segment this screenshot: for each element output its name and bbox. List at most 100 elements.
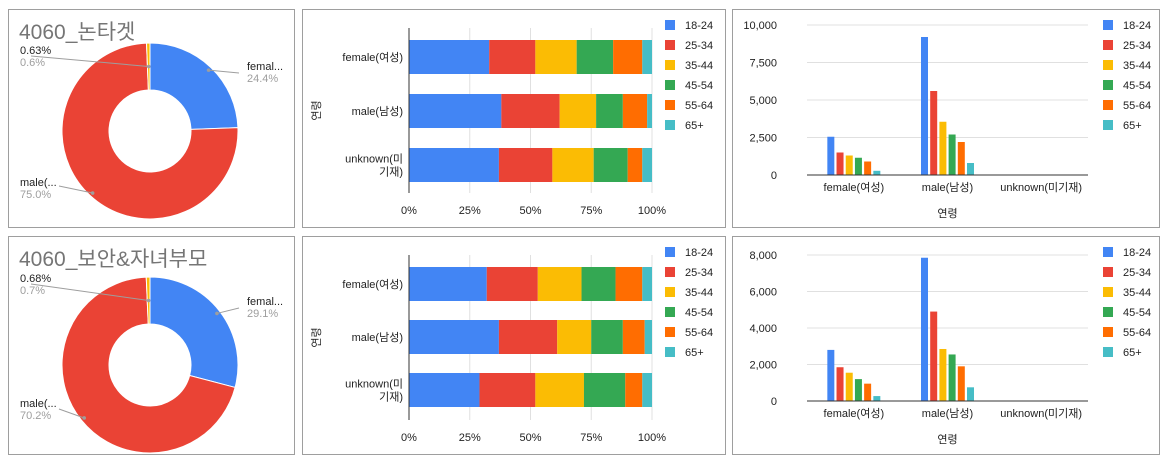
legend-label: 25-34: [1123, 40, 1151, 52]
legend-label: 55-64: [685, 327, 713, 339]
bar-segment: [591, 320, 623, 354]
bar-segment: [627, 148, 643, 182]
stacked-bar-chart-1: 0% 25% 50% 75% 100% female(여성) male(남성) unknown…: [310, 20, 713, 217]
bar: [957, 142, 965, 175]
legend-label: 18-24: [685, 20, 713, 32]
stacked-bar-chart-panel-2: 0% 25% 50% 75% 100% female(여성) male(남성) unknown…: [302, 236, 726, 455]
category-label: female(여성): [342, 51, 403, 64]
x-tick-label: 0%: [401, 432, 417, 444]
x-tick-label: 100%: [638, 205, 666, 217]
y-tick-label: 10,000: [743, 20, 777, 32]
column-chart-panel-2: 0 2,000 4,000 6,000 8,000 female(여성) male(남성) u…: [732, 236, 1160, 455]
category-label: male(남성): [352, 331, 403, 344]
bar-segment: [625, 373, 643, 407]
bar-segment: [552, 148, 594, 182]
bar: [864, 383, 872, 401]
legend-swatch: [665, 100, 675, 110]
x-axis-title: 연령: [937, 207, 957, 220]
legend-swatch: [665, 247, 675, 257]
bar: [845, 155, 853, 175]
legend-label: 65+: [1123, 347, 1142, 359]
legend-swatch: [665, 40, 675, 50]
bar-segment: [486, 267, 538, 301]
legend-swatch: [665, 120, 675, 130]
leader-line: [30, 55, 149, 68]
bar: [836, 152, 844, 175]
bar-segment: [644, 320, 652, 354]
legend-swatch: [1103, 307, 1113, 317]
legend-swatch: [1103, 120, 1113, 130]
y-tick-label: 8,000: [749, 250, 777, 262]
bar: [845, 372, 853, 401]
y-tick-label: 4,000: [749, 323, 777, 335]
bar: [948, 134, 956, 175]
bar-segment: [501, 94, 560, 128]
bar: [836, 367, 844, 401]
y-tick-label: 7,500: [749, 58, 777, 70]
x-tick-label: 0%: [401, 205, 417, 217]
y-axis-title: 연령: [310, 327, 323, 347]
bar: [921, 257, 928, 401]
donut-chart-2: femal...29.1% male(...70.2% 0.68%0.7%: [20, 273, 283, 454]
slice-percent: 70.2%: [20, 410, 51, 422]
bar-segment: [642, 40, 652, 74]
legend-label: 55-64: [1123, 327, 1151, 339]
bar: [967, 387, 974, 401]
pie-chart-panel-2: femal... 29.1% male(... 70.2% 0.68% 0.7% 4060…: [8, 236, 295, 455]
legend-label: 18-24: [1123, 247, 1151, 259]
bar: [827, 136, 835, 175]
leader-line: [58, 185, 93, 194]
legend-label: 45-54: [685, 80, 713, 92]
slice-label: femal...: [247, 296, 283, 308]
legend-label: 35-44: [685, 287, 713, 299]
y-tick-label: 2,500: [749, 133, 777, 145]
legend-swatch: [1103, 40, 1113, 50]
leader-line: [30, 283, 149, 302]
column-chart-panel-1: 0 2,500 5,000 7,500 10,000 female(여성) male(남성)…: [732, 9, 1160, 228]
pie-slice: [149, 42, 239, 130]
legend-label: 35-44: [685, 60, 713, 72]
category-label: unknown(미: [345, 153, 403, 166]
bar-segment: [622, 94, 648, 128]
leader-line: [58, 408, 85, 419]
legend-swatch: [1103, 80, 1113, 90]
legend-swatch: [665, 287, 675, 297]
bar: [827, 349, 835, 401]
legend-label: 55-64: [1123, 100, 1151, 112]
bar-segment: [622, 320, 645, 354]
stacked-bar-chart-2: 0% 25% 50% 75% 100% female(여성) male(남성) unknown…: [310, 247, 713, 444]
y-tick-label: 2,000: [749, 360, 777, 372]
legend-label: 25-34: [685, 40, 713, 52]
y-axis-title: 연령: [310, 100, 323, 120]
pie-chart-panel-1: femal... 24.4% male(... 75.0% 0.63% 0.6% 4060…: [8, 9, 295, 228]
legend-swatch: [665, 80, 675, 90]
leader-line: [216, 307, 240, 314]
legend-label: 65+: [685, 347, 704, 359]
chart-title: 4060_논타겟: [19, 21, 136, 44]
x-tick-label: 100%: [638, 432, 666, 444]
category-label: unknown(미: [345, 378, 403, 391]
legend-swatch: [665, 267, 675, 277]
y-tick-label: 5,000: [749, 95, 777, 107]
bar-segment: [409, 267, 487, 301]
chart-title: 4060_보안&자녀부모: [19, 248, 208, 271]
legend-swatch: [665, 60, 675, 70]
bar-segment: [535, 373, 584, 407]
bar-segment: [576, 40, 614, 74]
category-label: 기재): [379, 166, 403, 179]
slice-percent: 0.6%: [20, 57, 45, 69]
donut-chart-1: femal...24.4% male(...75.0% 0.63%0.6%: [20, 42, 283, 220]
legend-label: 35-44: [1123, 60, 1151, 72]
legend-swatch: [1103, 20, 1113, 30]
bar: [864, 161, 872, 175]
bar-segment: [583, 373, 626, 407]
bar-segment: [581, 267, 616, 301]
bar-segment: [642, 267, 652, 301]
x-tick-label: 50%: [519, 432, 541, 444]
bar-segment: [409, 40, 490, 74]
bar-segment: [479, 373, 536, 407]
legend-swatch: [1103, 247, 1113, 257]
bar: [921, 37, 928, 175]
legend-label: 25-34: [1123, 267, 1151, 279]
x-tick-label: 25%: [459, 205, 481, 217]
